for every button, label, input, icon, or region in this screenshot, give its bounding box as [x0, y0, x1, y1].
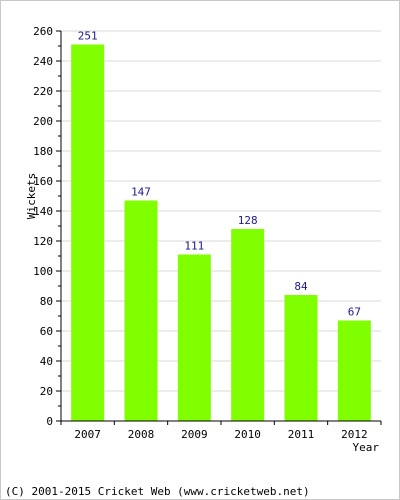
bar-2008: [124, 200, 158, 421]
y-tick-label-160: 160: [33, 175, 53, 188]
y-tick-label-80: 80: [40, 295, 53, 308]
y-axis-label: Wickets: [25, 173, 38, 219]
y-tick-label-140: 140: [33, 205, 53, 218]
data-label-2009: 111: [184, 240, 204, 253]
x-tick-label-2007: 2007: [74, 428, 101, 441]
data-label-2007: 251: [78, 30, 98, 43]
x-tick-label-2012: 2012: [341, 428, 368, 441]
y-tick-label-220: 220: [33, 85, 53, 98]
data-labels: 251 147 111 128 84 67: [78, 30, 361, 319]
bar-2009: [177, 254, 211, 421]
bar-2007: [71, 44, 105, 421]
x-tick-label-2009: 2009: [181, 428, 208, 441]
y-tick-label-180: 180: [33, 145, 53, 158]
gridlines: [61, 30, 381, 392]
axes: [56, 30, 382, 425]
y-tick-label-100: 100: [33, 265, 53, 278]
data-label-2010: 128: [238, 214, 258, 227]
bar-2011: [284, 295, 318, 421]
data-label-2012: 67: [348, 306, 361, 319]
y-tick-label-260: 260: [33, 25, 53, 38]
x-tick-label-2011: 2011: [288, 428, 315, 441]
x-tick-labels: 2007 2008 2009 2010 2011 2012: [74, 428, 367, 441]
y-tick-label-120: 120: [33, 235, 53, 248]
y-tick-labels: 0 20 40 60 80 100 120 140 160 180 200 220 240 260: [33, 25, 53, 428]
y-tick-label-200: 200: [33, 115, 53, 128]
bar-2010: [231, 229, 265, 421]
x-axis-label: Year: [353, 441, 380, 454]
y-tick-label-0: 0: [46, 415, 53, 428]
copyright-footer: (C) 2001-2015 Cricket Web (www.cricketwe…: [5, 485, 310, 498]
y-tick-label-20: 20: [40, 385, 53, 398]
x-tick-label-2008: 2008: [128, 428, 155, 441]
bar-chart: 251 147 111 128 84 67 0 20 40 60 80 100 120 140 160 18…: [25, 25, 382, 454]
data-label-2011: 84: [294, 280, 308, 293]
x-tick-label-2010: 2010: [234, 428, 261, 441]
y-tick-label-40: 40: [40, 355, 53, 368]
bar-series: [71, 44, 371, 421]
y-tick-label-60: 60: [40, 325, 53, 338]
y-tick-label-240: 240: [33, 55, 53, 68]
data-label-2008: 147: [131, 186, 151, 199]
bar-2012: [337, 320, 371, 421]
